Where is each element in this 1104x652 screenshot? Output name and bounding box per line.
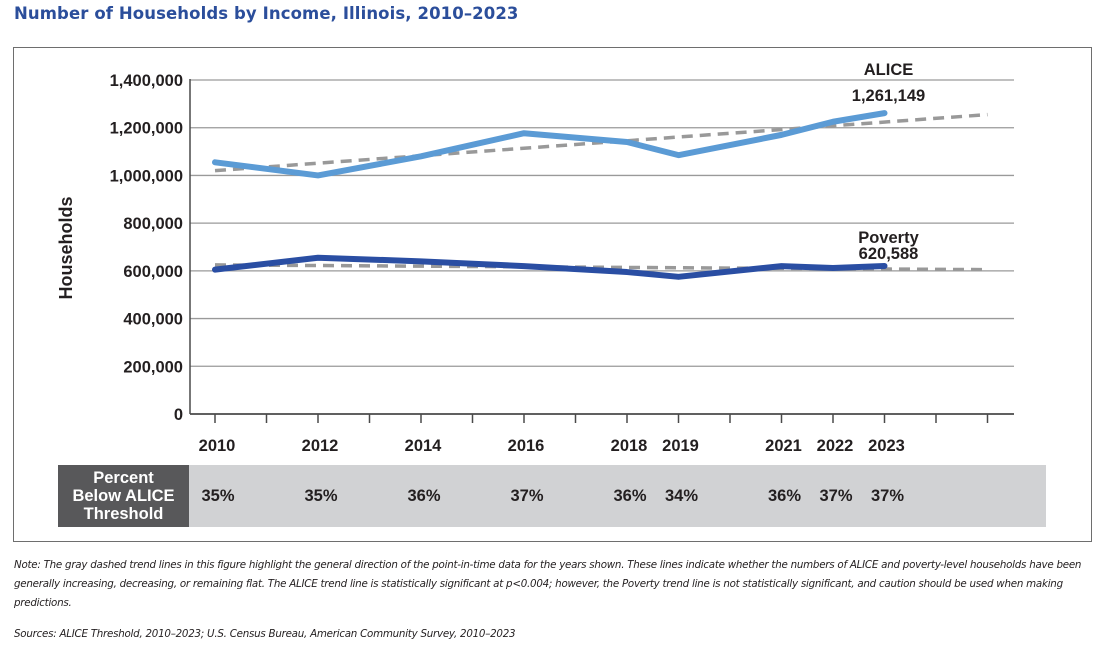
percent-value: 37% <box>510 487 544 505</box>
x-tick-label: 2010 <box>199 437 236 455</box>
data-series <box>212 110 888 280</box>
x-axis-ticks: 2010 2012 2014 2016 2018 2019 2021 2022 2023 <box>199 414 989 455</box>
percent-value: 36% <box>613 487 647 505</box>
x-tick-label: 2022 <box>817 437 854 455</box>
percent-value: 37% <box>870 487 905 505</box>
x-tick-label: 2018 <box>611 437 648 455</box>
alice-value-label: 1,261,149 <box>852 87 925 105</box>
series-line-poverty <box>212 254 888 280</box>
percent-row-label: Percent Below ALICE Threshold <box>58 465 189 527</box>
y-tick-label: 600,000 <box>123 263 183 281</box>
percent-value: 36% <box>407 487 441 505</box>
series-line-alice <box>212 110 888 179</box>
y-axis-tick-labels: 0 200,000 400,000 600,000 800,000 1,000,000 1,… <box>110 72 183 424</box>
percent-value: 35% <box>201 487 235 505</box>
alice-label: ALICE <box>864 61 914 79</box>
poverty-label: Poverty <box>858 229 919 247</box>
chart-frame <box>13 47 1092 542</box>
sources-text: Sources: ALICE Threshold, 2010–2023; U.S… <box>14 628 516 640</box>
y-axis-label: Households <box>56 196 76 299</box>
percent-value: 34% <box>664 487 699 505</box>
trend-line <box>214 263 988 272</box>
percent-value: 36% <box>767 487 802 505</box>
y-tick-label: 1,200,000 <box>110 120 183 138</box>
x-tick-label: 2012 <box>302 437 339 455</box>
y-tick-label: 800,000 <box>123 215 183 233</box>
percent-value: 37% <box>819 487 853 505</box>
chart-title: Number of Households by Income, Illinois… <box>14 4 519 23</box>
line-chart: 0 200,000 400,000 600,000 800,000 1,000,000 1,… <box>56 61 1014 455</box>
y-tick-label: 0 <box>174 406 183 424</box>
y-tick-label: 1,400,000 <box>110 72 183 90</box>
x-tick-label: 2021 <box>765 437 802 455</box>
x-tick-label: 2023 <box>868 437 905 455</box>
x-tick-label: 2014 <box>405 437 443 455</box>
percent-row-background <box>58 465 1046 527</box>
y-tick-label: 400,000 <box>123 311 183 329</box>
percent-value: 35% <box>304 487 338 505</box>
percent-label-line-2: Below ALICE <box>72 487 175 505</box>
x-tick-label: 2019 <box>662 437 699 455</box>
percent-label-line-1: Percent <box>93 469 154 487</box>
poverty-value-label: 620,588 <box>859 245 919 263</box>
y-tick-label: 1,000,000 <box>110 167 183 185</box>
note-text: Note: The gray dashed trend lines in thi… <box>14 559 1082 609</box>
y-tick-label: 200,000 <box>123 358 183 376</box>
x-tick-label: 2016 <box>508 437 545 455</box>
percent-label-line-3: Threshold <box>83 505 164 523</box>
